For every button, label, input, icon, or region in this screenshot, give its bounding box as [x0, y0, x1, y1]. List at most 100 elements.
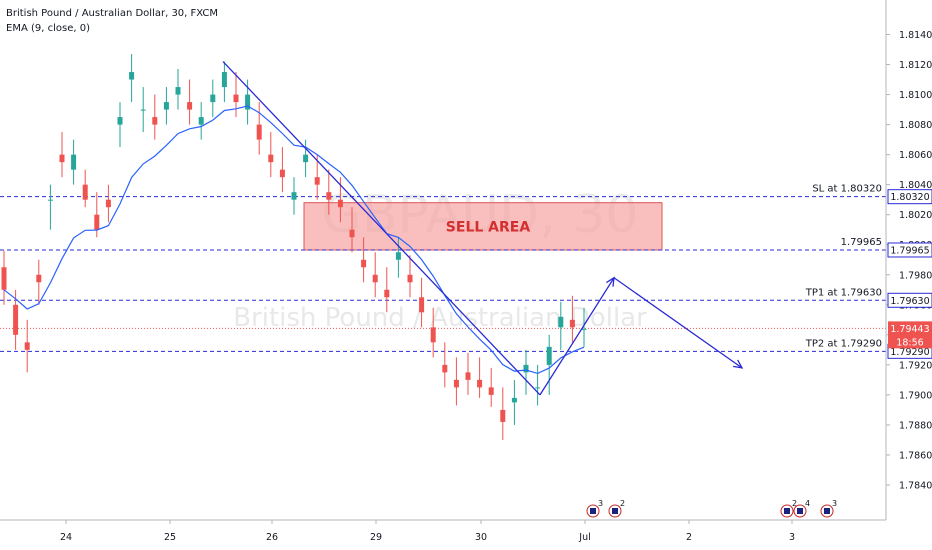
price-tick-label: 1.80400: [899, 180, 932, 191]
candle-body: [314, 177, 320, 185]
candle-body: [105, 199, 111, 208]
candle-body: [187, 102, 193, 110]
candle-body: [361, 259, 367, 268]
candle-body: [430, 327, 436, 343]
level-price-box: [887, 189, 932, 205]
price-tick-label: 1.80800: [899, 120, 932, 131]
candle-body: [221, 72, 227, 88]
event-count-label: 2: [620, 499, 625, 508]
price-axis-background: [886, 0, 932, 550]
candle-body: [256, 124, 262, 140]
candle-body: [453, 379, 459, 388]
candle-body: [24, 342, 30, 350]
price-tick-label: 1.81400: [899, 30, 932, 41]
candle-body: [569, 319, 575, 328]
candle-body: [384, 289, 390, 298]
event-flag-fill: [784, 508, 790, 514]
candle-body: [546, 346, 552, 365]
candle-body: [291, 192, 297, 200]
event-flag-fill: [612, 508, 618, 514]
candle-body: [419, 297, 425, 313]
time-tick-label: Jul: [578, 532, 590, 543]
level-label-3: TP2 at 1.79290: [805, 338, 882, 349]
candle-body: [279, 169, 285, 178]
candle-body: [407, 274, 413, 283]
countdown-label: 18:56: [896, 337, 923, 348]
time-tick-label: 30: [475, 532, 487, 543]
candle-body: [82, 184, 88, 200]
candle-body: [129, 72, 135, 80]
event-count-label: 2: [792, 499, 797, 508]
candle-body: [245, 94, 251, 110]
candle-body: [581, 328, 587, 330]
level-price-box-label: 1.79290: [890, 347, 929, 358]
symbol-title: British Pound / Australian Dollar, 30, F…: [6, 8, 219, 19]
candle-body: [268, 154, 274, 163]
candle-body: [326, 192, 332, 200]
sell-zone-label: SELL AREA: [446, 219, 531, 235]
candle-body: [198, 117, 204, 125]
level-label-0: SL at 1.80320: [812, 184, 882, 195]
last-price-label: 1.79443: [890, 324, 929, 335]
event-count-label: 3: [598, 499, 603, 508]
candle-body: [36, 274, 42, 283]
projection-arrowhead-up: [606, 276, 615, 287]
projection-path[interactable]: [539, 276, 743, 396]
candle-body: [372, 274, 378, 283]
candle-body: [337, 199, 343, 208]
price-tick-label: 1.78400: [899, 480, 932, 491]
ema-line: [3, 105, 585, 375]
candle-body: [47, 199, 53, 201]
level-label-2: TP1 at 1.79630: [805, 287, 882, 298]
candle-body: [117, 117, 123, 125]
projection-arrowhead-down: [733, 359, 744, 369]
price-tick-label: 1.81200: [899, 60, 932, 71]
candle-body: [71, 154, 77, 170]
candle-body: [175, 87, 181, 95]
price-tick-label: 1.79200: [899, 360, 932, 371]
event-flag-fill: [590, 508, 596, 514]
candle-body: [140, 109, 146, 111]
candle-body: [59, 154, 65, 163]
time-tick-label: 3: [789, 532, 795, 543]
candle-body: [233, 94, 239, 103]
time-tick-label: 25: [164, 532, 176, 543]
event-count-label: 4: [805, 499, 810, 508]
level-label-1: 1.79965: [841, 237, 882, 248]
price-tick-label: 1.79800: [899, 270, 932, 281]
candle-body: [1, 267, 7, 290]
last-price-box: [888, 321, 932, 349]
level-price-box-label: 1.80320: [890, 192, 929, 203]
downtrend-line[interactable]: [222, 61, 541, 396]
time-tick-label: 29: [370, 532, 382, 543]
candle-body: [511, 397, 517, 403]
level-price-box: [887, 242, 932, 258]
level-price-box: [887, 292, 932, 308]
candle-body: [477, 379, 483, 388]
price-tick-label: 1.79000: [899, 390, 932, 401]
time-tick-label: 26: [266, 532, 278, 543]
candle-body: [349, 229, 355, 238]
candle-body: [523, 364, 529, 373]
candle-body: [535, 387, 541, 389]
candle-body: [94, 214, 100, 230]
price-tick-label: 1.81000: [899, 90, 932, 101]
watermark-name: British Pound / Australian Dollar: [233, 303, 647, 333]
price-tick-label: 1.80200: [899, 210, 932, 221]
candle-body: [210, 94, 216, 103]
candle-body: [163, 102, 169, 110]
event-count-label: 3: [832, 499, 837, 508]
candle-body: [465, 372, 471, 380]
level-price-box-label: 1.79630: [890, 296, 929, 307]
candle-body: [152, 117, 158, 125]
candle-body: [558, 316, 564, 328]
candle-body: [13, 304, 19, 335]
time-tick-label: 2: [686, 532, 692, 543]
event-flag-fill: [824, 508, 830, 514]
candle-body: [395, 252, 401, 260]
level-price-box-label: 1.79965: [890, 245, 929, 256]
indicator-label: EMA (9, close, 0): [6, 23, 90, 34]
price-tick-label: 1.78600: [899, 450, 932, 461]
